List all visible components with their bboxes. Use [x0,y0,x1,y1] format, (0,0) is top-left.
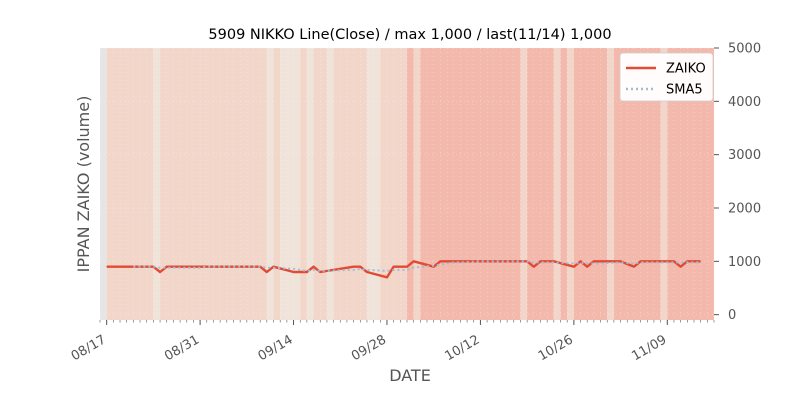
background-band-18 [553,48,561,320]
background-band-22 [607,48,614,320]
background-band-0 [106,48,154,320]
grid [99,47,715,320]
legend: ZAIKO SMA5 [619,52,714,102]
background-band-1 [153,48,161,320]
x-tick-label: 08/31 [162,332,202,364]
series-line-zaiko [106,260,701,279]
x-tick-label: 09/14 [256,332,296,364]
series-lines [106,260,701,279]
background-band-13 [407,48,414,320]
background-band-7 [306,48,314,320]
y-tick-label: 5000 [728,42,761,57]
background-band-19 [560,48,568,320]
chart-title: 5909 NIKKO Line(Close) / max 1,000 / las… [208,27,611,43]
x-tick-label: 11/09 [629,332,669,364]
background-band-20 [567,48,574,320]
legend-label-sma5: SMA5 [666,83,703,98]
x-tick-label: 10/26 [536,332,576,364]
series-line-sma5 [133,260,701,272]
y-tick-label: 2000 [728,202,761,217]
x-axis: 08/17 08/31 09/14 09/28 10/12 10/26 11/09 [69,320,715,364]
y-tick-label: 4000 [728,95,761,110]
legend-label-zaiko: ZAIKO [666,62,706,77]
background-band-3 [266,48,274,320]
y-tick-label: 3000 [728,148,761,163]
y-tick-label: 1000 [728,255,761,270]
background-band-24 [660,48,668,320]
x-tick-label: 09/28 [349,332,389,364]
y-tick-label: 0 [728,308,736,323]
background-band-16 [520,48,528,320]
background-band-14 [413,48,421,320]
background-band-5 [280,48,301,320]
x-axis-label: DATE [389,366,431,385]
y-axis: 0 1000 2000 3000 4000 5000 [714,42,761,323]
background-band-9 [326,48,334,320]
legend-box [619,52,714,102]
background-band-15 [420,48,521,320]
background-band-10 [333,48,367,320]
background-band-21 [573,48,608,320]
x-tick-label: 10/12 [442,332,482,364]
background-band-4 [273,48,281,320]
x-tick-label: 08/17 [69,332,109,364]
y-axis-label: IPPAN ZAIKO (volume) [74,96,93,273]
background-band-6 [300,48,307,320]
